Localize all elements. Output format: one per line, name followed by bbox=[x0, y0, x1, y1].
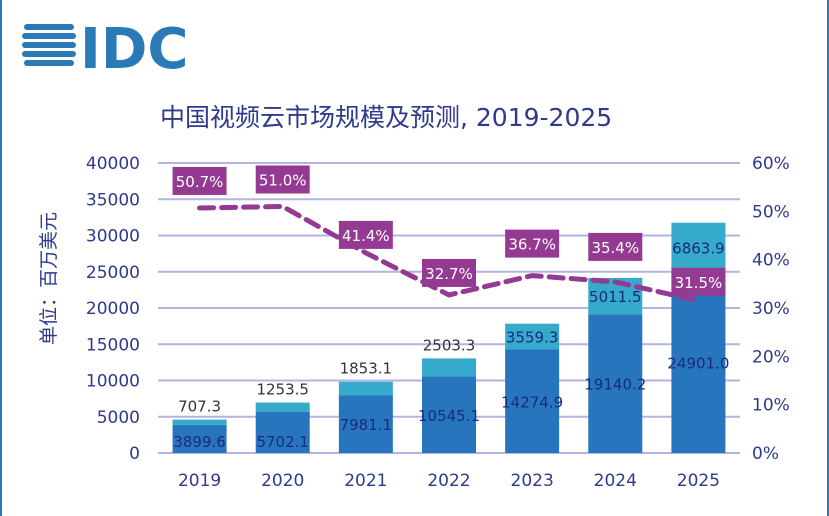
y-tick-label: 10000 bbox=[86, 372, 140, 392]
growth-label: 50.7% bbox=[176, 173, 224, 191]
bar-segment-top bbox=[338, 381, 393, 396]
bar-label-top: 2503.3 bbox=[423, 336, 476, 354]
bar-label-top: 1253.5 bbox=[256, 381, 309, 399]
bar-segment-base bbox=[338, 395, 393, 453]
growth-label-box bbox=[422, 258, 476, 287]
logo-text: IDC bbox=[80, 18, 188, 73]
growth-label-box bbox=[671, 267, 726, 296]
bar-label-top: 3559.3 bbox=[506, 329, 559, 347]
bar-label-base: 5702.1 bbox=[256, 433, 309, 451]
growth-label-box bbox=[338, 220, 393, 249]
y-tick-label: 20000 bbox=[86, 299, 140, 319]
bar-segment-base bbox=[588, 314, 643, 453]
bar-segment-top bbox=[505, 323, 560, 350]
y2-tick-label: 60% bbox=[752, 154, 790, 174]
bar-label-top: 707.3 bbox=[178, 398, 221, 416]
bar-segment-base bbox=[172, 424, 227, 453]
y2-tick-label: 40% bbox=[752, 251, 790, 271]
y-tick-label: 0 bbox=[129, 444, 140, 464]
y2-tick-label: 50% bbox=[752, 202, 790, 222]
bar-segment-base bbox=[255, 411, 310, 453]
y-tick-label: 25000 bbox=[86, 263, 140, 283]
growth-label: 36.7% bbox=[508, 236, 556, 254]
x-tick-label: 2025 bbox=[677, 471, 720, 491]
bar-segment-top bbox=[172, 419, 227, 425]
bar-label-base: 7981.1 bbox=[340, 416, 393, 434]
growth-label: 35.4% bbox=[591, 239, 639, 257]
bar-label-top: 1853.1 bbox=[340, 360, 393, 378]
bar-label-base: 14274.9 bbox=[501, 393, 563, 411]
y2-tick-label: 10% bbox=[752, 396, 790, 416]
growth-label-box bbox=[255, 165, 310, 194]
bar-label-top: 6863.9 bbox=[672, 240, 725, 258]
growth-label: 41.4% bbox=[342, 227, 390, 245]
y-tick-label: 35000 bbox=[86, 190, 140, 210]
x-tick-label: 2024 bbox=[594, 471, 637, 491]
growth-rate-line bbox=[197, 203, 701, 304]
growth-label: 32.7% bbox=[425, 265, 473, 283]
bar-segment-top bbox=[255, 402, 310, 412]
y-tick-label: 40000 bbox=[86, 154, 140, 174]
bar-label-base: 10545.1 bbox=[418, 407, 480, 425]
growth-label-box bbox=[172, 166, 227, 195]
bar-label-top: 5011.5 bbox=[589, 288, 642, 306]
x-tick-label: 2023 bbox=[511, 471, 554, 491]
bar-label-base: 19140.2 bbox=[584, 376, 646, 394]
growth-label-box bbox=[505, 229, 560, 258]
y-tick-label: 5000 bbox=[97, 408, 140, 428]
y2-tick-label: 0% bbox=[752, 444, 779, 464]
idc-logo: IDC bbox=[22, 18, 188, 73]
bar-label-base: 3899.6 bbox=[173, 433, 226, 451]
x-tick-label: 2019 bbox=[178, 471, 221, 491]
bar-label-base: 24901.0 bbox=[667, 355, 729, 373]
y-tick-label: 15000 bbox=[86, 335, 140, 355]
y2-tick-label: 20% bbox=[752, 347, 790, 367]
y-tick-label: 30000 bbox=[86, 227, 140, 247]
growth-label-box bbox=[588, 232, 643, 261]
x-tick-label: 2020 bbox=[261, 471, 304, 491]
chart-title: 中国视频云市场规模及预测, 2019-2025 bbox=[160, 103, 613, 132]
growth-label: 51.0% bbox=[259, 172, 307, 190]
x-tick-label: 2021 bbox=[344, 471, 387, 491]
bar-segment-top bbox=[671, 222, 726, 273]
bar-segment-base bbox=[422, 376, 476, 453]
bar-segment-base bbox=[671, 272, 726, 453]
x-tick-label: 2022 bbox=[427, 471, 470, 491]
bar-segment-top bbox=[422, 358, 476, 377]
y2-tick-label: 30% bbox=[752, 299, 790, 319]
bar-segment-base bbox=[505, 349, 560, 453]
growth-label: 31.5% bbox=[675, 274, 723, 292]
